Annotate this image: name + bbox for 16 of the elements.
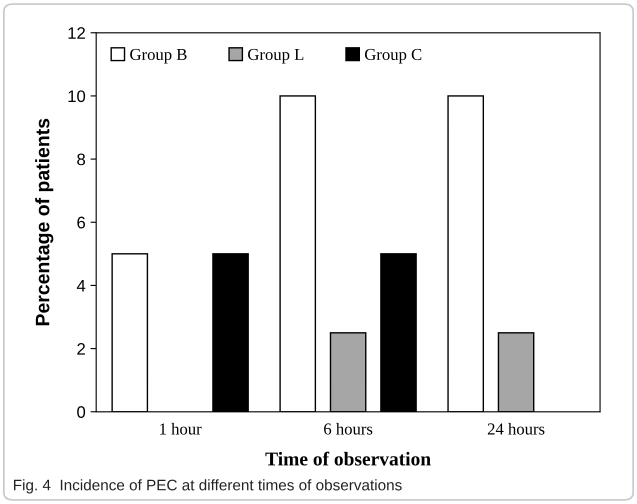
x-tick-label: 6 hours <box>324 422 372 435</box>
y-tick-label: 0 <box>77 406 86 418</box>
y-tick-label: 6 <box>77 216 86 228</box>
y-tick-label: 4 <box>76 280 86 292</box>
y-tick-label: 10 <box>68 90 86 102</box>
y-tick-label: 8 <box>77 153 86 166</box>
legend-label: Group C <box>365 48 422 64</box>
y-tick-label: 12 <box>68 27 85 39</box>
x-tick-label: 1 hour <box>160 422 202 435</box>
y-axis-title: Percentage of patients <box>35 118 54 326</box>
x-axis-title: Time of observation <box>265 452 431 466</box>
legend-label: Group B <box>130 48 187 64</box>
legend-label: Group L <box>248 48 304 64</box>
y-tick-label: 2 <box>77 343 85 355</box>
x-tick-label: 24 hours <box>488 422 544 435</box>
caption: Fig. 4 Incidence of PEC at different times of observations <box>14 479 402 494</box>
